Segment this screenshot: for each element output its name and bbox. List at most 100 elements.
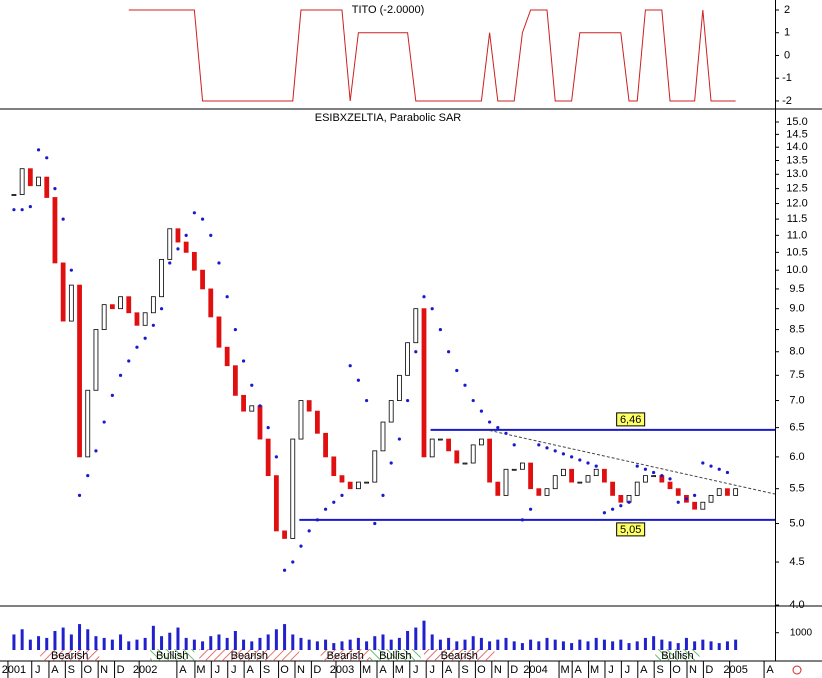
candle [569,468,575,483]
x-tick-label: S [461,664,468,676]
candle [85,389,91,458]
close-icon[interactable] [792,665,802,675]
volume-bar [127,641,131,650]
level-label: 5,05 [620,524,641,536]
candle [257,405,263,440]
volume-bar [389,639,393,650]
volume-bar [348,639,352,650]
volume-bar [61,627,65,650]
sar-dot [676,500,680,504]
y-tick-label: 12.5 [786,183,807,195]
y-tick-label: 14.5 [786,128,807,140]
volume-bar [561,641,565,650]
candle [708,494,714,503]
sar-dot [282,568,287,572]
sar-dot [127,359,131,363]
sar-dot [250,383,254,387]
sar-dot [151,323,155,327]
candle [675,488,681,496]
candle [585,475,591,483]
x-tick-label: D [313,664,321,676]
volume-bar [594,637,598,650]
volume-bar [192,639,196,650]
candle [528,462,534,490]
volume-bar [570,643,574,650]
candle [249,405,255,412]
volume-bar [545,637,549,650]
candle [306,400,312,412]
level-label-box [616,522,646,537]
sar-dot [307,529,311,533]
volume-bar [479,637,483,650]
x-tick-label: J [429,664,435,676]
y-tick-label: 4.5 [789,556,804,568]
volume-bar [520,643,524,650]
signal-band [320,649,370,661]
x-tick-label: A [246,664,254,676]
y-tick-label: -1 [782,72,792,84]
candle [142,312,148,326]
candle [134,312,140,326]
y-tick-label: 1000 [790,627,813,638]
volume-bar [20,629,24,650]
y-tick-label: 12.0 [786,197,807,209]
volume-bar [266,634,270,650]
sar-dot [53,187,57,191]
volume-bar [652,636,656,650]
candle [462,462,468,465]
chart-title: ESIBXZELTIA, Parabolic SAR [315,112,462,124]
sar-dot [373,521,377,526]
candle [60,262,66,322]
candle [265,438,271,477]
sar-dot [110,393,114,397]
candle [716,488,722,496]
candle [290,438,296,539]
x-tick-label: S [263,664,270,676]
volume-bar [660,639,664,650]
candle [44,176,50,198]
sar-dot [200,217,205,221]
volume-bar [78,624,82,650]
candle [372,450,378,483]
candle [175,228,181,243]
volume-bar [176,627,180,650]
sar-dot [496,426,500,430]
sar-dot [611,507,615,511]
volume-bar [45,637,49,650]
sar-dot [102,420,106,424]
volume-bar [701,639,705,650]
volume-bar [709,641,713,650]
volume-bar [488,641,492,650]
y-tick-label: 5.0 [789,517,804,529]
sar-dot [323,507,328,511]
candle [593,468,599,477]
sar-dot [77,493,82,497]
candle [667,481,673,490]
sar-dot [397,437,401,441]
candle [150,296,156,314]
volume-bar [406,631,410,650]
x-tick-label: S [68,664,75,676]
volume-bar [86,629,90,650]
sar-dot [643,467,648,471]
x-tick-label: M [362,664,371,676]
volume-bar [356,637,360,650]
x-tick-label: A [445,664,453,676]
candle [314,410,320,434]
sar-dot [86,474,90,478]
sar-dot [684,497,689,501]
candle [503,468,509,496]
x-tick-label: M [560,664,569,676]
candle [191,251,197,271]
volume-bar [619,639,623,650]
sar-dot [12,208,16,212]
candle [339,475,345,483]
volume-bar [233,631,237,650]
sar-dot [479,409,484,413]
volume-bar [69,634,73,650]
x-tick-label: N [100,664,108,676]
volume-bar [365,641,369,650]
candle [602,468,607,483]
volume-bar [504,637,508,650]
